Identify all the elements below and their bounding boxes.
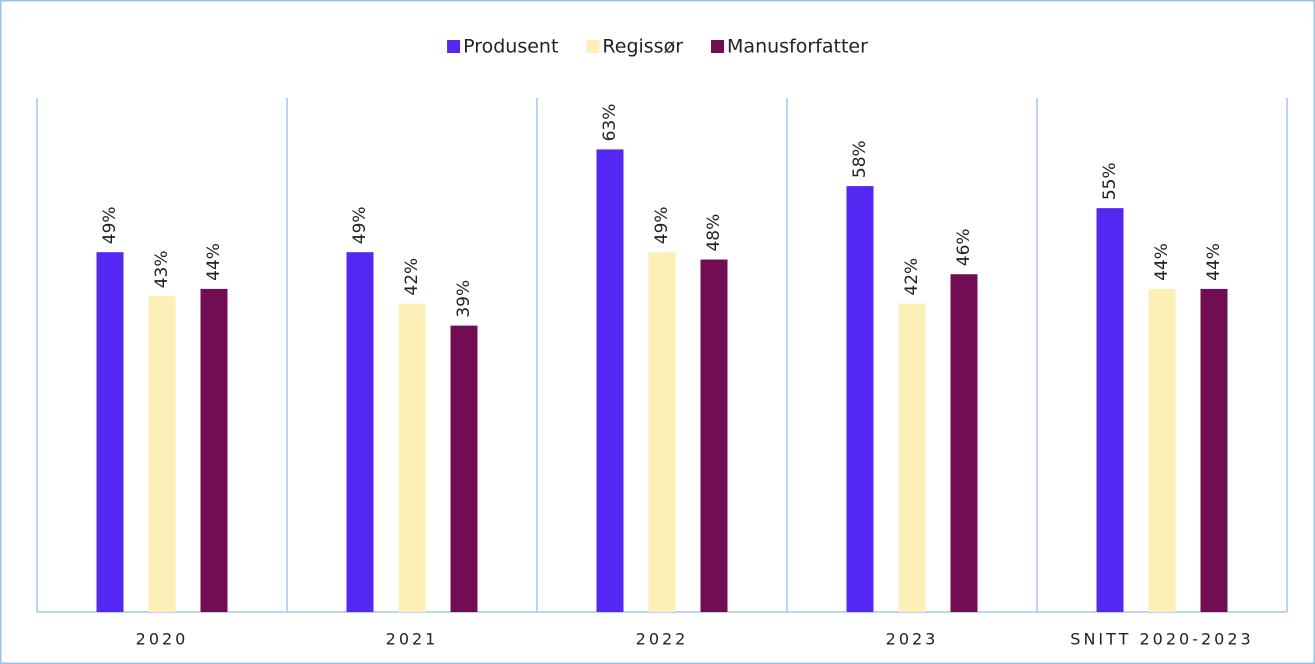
data-label: 48% [704, 214, 724, 252]
bar [596, 149, 624, 612]
legend-label: Manusforfatter [727, 36, 868, 58]
data-label: 49% [350, 206, 370, 244]
data-label: 44% [1204, 243, 1224, 281]
bar [1096, 208, 1124, 612]
data-label: 39% [454, 280, 474, 318]
bar [398, 303, 426, 612]
bar [648, 252, 676, 612]
bar [846, 186, 874, 612]
bar [950, 274, 978, 612]
bar [148, 296, 176, 612]
data-label: 58% [850, 140, 870, 178]
data-label: 42% [402, 258, 422, 296]
x-tick-label: 2021 [386, 630, 439, 649]
bar [1200, 288, 1228, 612]
bar [1148, 288, 1176, 612]
data-label: 49% [100, 206, 120, 244]
bar [898, 303, 926, 612]
data-label: 49% [652, 206, 672, 244]
legend-swatch [711, 40, 725, 53]
data-label: 44% [1152, 243, 1172, 281]
data-label: 63% [600, 104, 620, 142]
legend-label: Regissør [602, 36, 683, 58]
x-tick-label: 2023 [886, 630, 939, 649]
x-tick-label: 2022 [636, 630, 689, 649]
bar [346, 252, 374, 612]
data-label: 55% [1100, 162, 1120, 200]
legend-label: Produsent [463, 36, 558, 58]
data-label: 43% [152, 250, 172, 288]
x-tick-label: 2020 [136, 630, 189, 649]
bar [450, 325, 478, 612]
data-label: 44% [204, 243, 224, 281]
legend-swatch [447, 40, 461, 53]
data-label: 46% [954, 228, 974, 266]
bar [700, 259, 728, 612]
bar [96, 252, 124, 612]
data-label: 42% [902, 258, 922, 296]
bar [200, 288, 228, 612]
legend-swatch [586, 40, 600, 53]
x-tick-label: SNITT 2020-2023 [1070, 630, 1253, 649]
